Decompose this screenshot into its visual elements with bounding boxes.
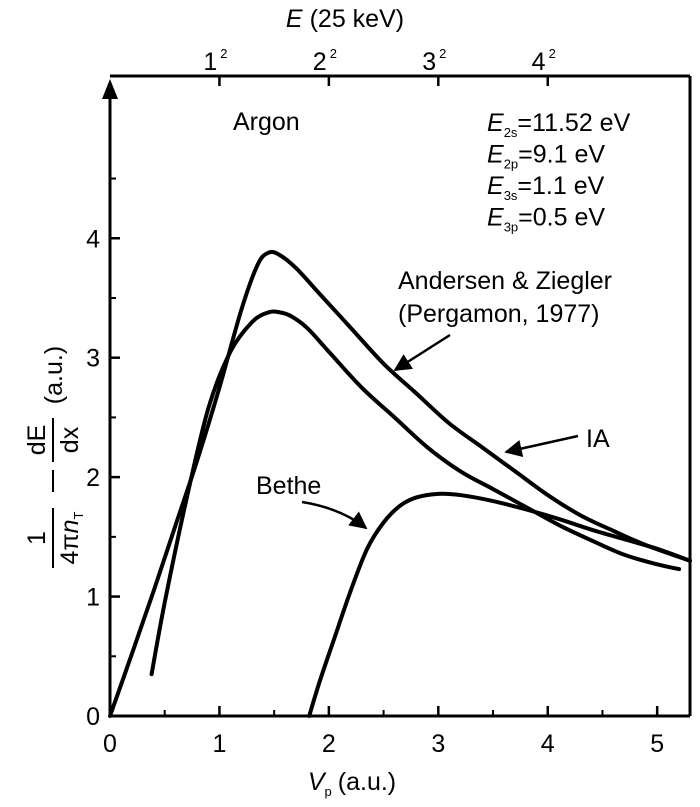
y-title-unit: (a.u.): [40, 346, 68, 404]
bethe-curve: [307, 491, 692, 718]
andersen-label-line1: Andersen & Ziegler: [398, 267, 612, 295]
y-tick-label: 2: [86, 464, 100, 492]
curves: [108, 249, 692, 718]
y-tick-label: 3: [86, 345, 100, 373]
energy-line: E3p=0.5 eV: [487, 204, 605, 235]
y-tick-label: 4: [86, 225, 100, 253]
andersen-arrow: [393, 333, 451, 372]
energy-line: E3s=1.1 eV: [487, 172, 605, 203]
y-title-denominator: 4πnT: [56, 511, 86, 564]
x-axis-ticks: 0 1 2 3 4 5: [103, 706, 664, 758]
x-tick-label: 5: [650, 730, 664, 758]
x-tick-label: 2: [322, 730, 336, 758]
y-title-numerator: 1: [23, 531, 51, 545]
y-tick-label: 1: [86, 584, 100, 612]
x-tick-label: 3: [431, 730, 445, 758]
x-tick-label: 1: [212, 730, 226, 758]
ia-curve: [108, 249, 692, 718]
y-axis-title: 1 4πnT dE dx (a.u.): [23, 346, 86, 568]
y-axis-arrow: [102, 79, 118, 99]
bethe-label: Bethe: [256, 472, 321, 500]
andersen-label-line2: (Pergamon, 1977): [398, 300, 600, 328]
y-title-derivative-num: dE: [23, 425, 51, 456]
x-tick-label: 0: [103, 730, 117, 758]
y-tick-label: 0: [86, 703, 100, 731]
x-tick-label: 4: [541, 730, 555, 758]
y-axis-ticks: 0 1 2 3 4: [86, 177, 120, 731]
ia-label: IA: [586, 425, 610, 453]
y-title-derivative-den: dx: [56, 426, 84, 453]
argon-label: Argon: [233, 108, 300, 136]
axes: [102, 74, 692, 718]
energy-line: E2p=9.1 eV: [487, 141, 605, 172]
x-axis-title: Vp (a.u.): [308, 768, 396, 799]
ia-arrow: [504, 434, 579, 458]
top-axis-title: E (25 keV): [286, 5, 404, 33]
bethe-arrow: [301, 500, 368, 530]
energy-line: E2s=11.52 eV: [487, 109, 631, 140]
andersen-ziegler-curve: [149, 309, 682, 677]
